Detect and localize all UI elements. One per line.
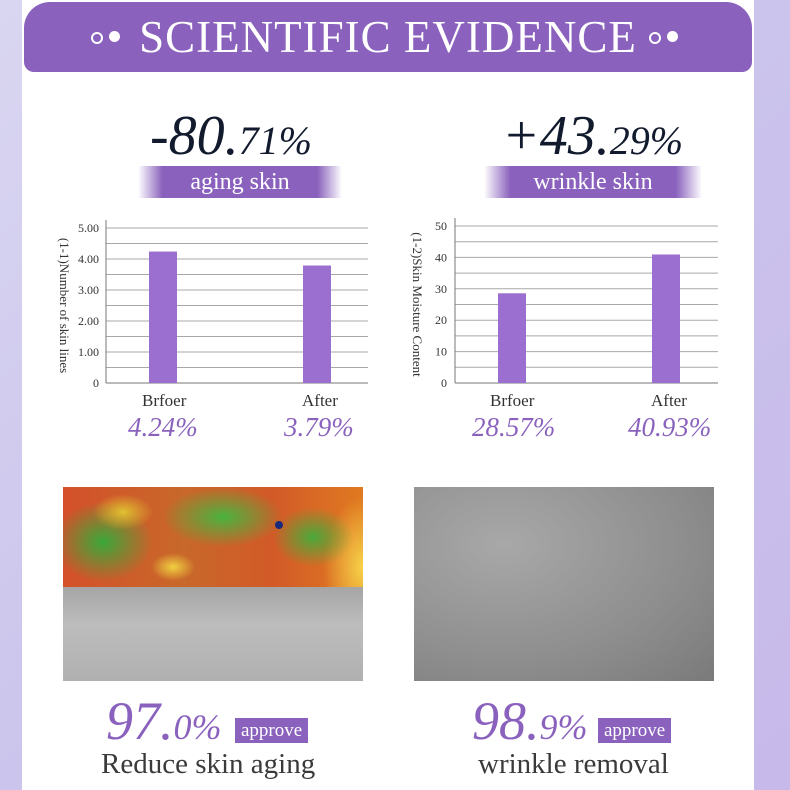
wrinkle-caption: wrinkle removal <box>478 748 669 780</box>
y-tick-label: 10 <box>435 345 447 359</box>
wrinkle-stat-int: +43. <box>502 105 610 167</box>
decor-dots-right <box>645 27 689 47</box>
bar-after <box>652 254 680 383</box>
chart1-category-before: Brfoer <box>142 391 187 410</box>
chart2-category-after: After <box>651 391 687 410</box>
wrinkle-approve-dec: 9% <box>539 707 588 747</box>
y-tick-label: 3.00 <box>78 283 99 297</box>
page-title: SCIENTIFIC EVIDENCE <box>139 12 637 62</box>
y-tick-label: 0 <box>441 376 447 390</box>
y-axis-label: (1-1)Number of skin lines <box>57 238 72 373</box>
ring-dot-icon <box>648 32 661 44</box>
y-tick-label: 1.00 <box>78 345 99 359</box>
solid-dot-icon <box>666 31 678 42</box>
aging-stat: -80.71% <box>150 104 312 168</box>
aging-approve-rate: 97.0% <box>106 690 222 752</box>
y-tick-label: 20 <box>435 313 447 327</box>
aging-approve-dec: 0% <box>173 707 222 747</box>
aging-approve-int: 97. <box>106 691 174 751</box>
y-tick-label: 50 <box>435 219 447 233</box>
y-tick-label: 4.00 <box>78 252 99 266</box>
aging-skin-label: aging skin <box>138 166 342 198</box>
heatmap-skin-image <box>63 487 363 587</box>
chart1-value-before: 4.24% <box>128 412 198 442</box>
y-tick-label: 5.00 <box>78 221 99 235</box>
chart2-value-before: 28.57% <box>472 412 556 442</box>
aging-caption: Reduce skin aging <box>101 748 316 780</box>
wrinkle-approve-rate: 98.9% <box>472 690 588 752</box>
wrinkle-skin-label: wrinkle skin <box>484 166 702 198</box>
y-axis-label: (1-2)Skin Moisture Content <box>410 232 425 377</box>
bar-after <box>303 265 331 383</box>
bar-brfoer <box>498 293 526 383</box>
chart2-value-after: 40.93% <box>628 412 712 442</box>
skin-closeup-image <box>63 587 363 681</box>
y-tick-label: 2.00 <box>78 314 99 328</box>
y-tick-label: 30 <box>435 282 447 296</box>
solid-dot-icon <box>109 31 121 42</box>
aging-stat-int: -80. <box>150 105 239 167</box>
ring-dot-icon <box>91 32 104 44</box>
header-banner: SCIENTIFIC EVIDENCE <box>24 2 752 72</box>
aging-stat-dec: 71% <box>238 118 312 163</box>
decor-dots-left <box>87 27 131 47</box>
wrinkle-stat: +43.29% <box>502 104 683 168</box>
chart2-category-before: Brfoer <box>490 391 535 410</box>
y-tick-label: 0 <box>93 376 99 390</box>
y-tick-label: 40 <box>435 250 447 264</box>
chart1-category-after: After <box>302 391 338 410</box>
bar-brfoer <box>149 251 177 383</box>
heatmap-spot <box>275 521 283 529</box>
wrinkle-approve-int: 98. <box>472 691 540 751</box>
wrinkle-skin-image <box>414 487 714 681</box>
wrinkle-stat-dec: 29% <box>609 118 684 163</box>
approve-badge: approve <box>598 718 672 743</box>
approve-badge: approve <box>235 718 309 743</box>
chart1-value-after: 3.79% <box>284 412 354 442</box>
